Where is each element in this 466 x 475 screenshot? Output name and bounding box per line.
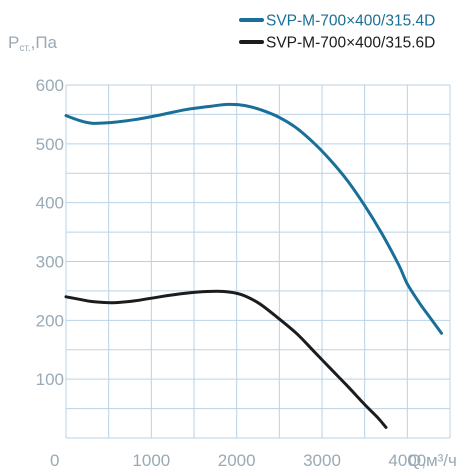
y-tick-label: 300 bbox=[36, 253, 64, 272]
x-tick-label: 3000 bbox=[303, 451, 341, 470]
legend: SVP-M-700×400/315.4D SVP-M-700×400/315.6D bbox=[239, 13, 435, 52]
y-axis-label-sub: ст. bbox=[19, 43, 30, 54]
x-tick-labels: 0 1000 2000 3000 4000 bbox=[50, 451, 426, 470]
legend-label-1: SVP-M-700×400/315.4D bbox=[266, 13, 435, 30]
y-axis-label-unit: ,Па bbox=[31, 33, 58, 52]
x-tick-label: 1000 bbox=[132, 451, 170, 470]
series-layer bbox=[64, 102, 443, 429]
y-tick-label: 600 bbox=[36, 76, 64, 95]
y-axis-label: Pст.,Па bbox=[8, 33, 58, 54]
series-line-1 bbox=[64, 102, 443, 335]
x-tick-label: 4000 bbox=[388, 451, 426, 470]
series-line-2 bbox=[64, 289, 388, 429]
y-tick-labels: 100 200 300 400 500 600 bbox=[36, 76, 64, 389]
legend-label-2: SVP-M-700×400/315.6D bbox=[266, 35, 435, 52]
y-tick-label: 100 bbox=[36, 370, 64, 389]
x-tick-label: 2000 bbox=[218, 451, 256, 470]
x-tick-label: 0 bbox=[50, 451, 59, 470]
y-axis-label-main: P bbox=[8, 33, 19, 52]
y-tick-label: 400 bbox=[36, 194, 64, 213]
grid bbox=[65, 84, 451, 439]
y-tick-label: 500 bbox=[36, 135, 64, 154]
y-tick-label: 200 bbox=[36, 311, 64, 330]
x-axis-label: Q,м³/ч bbox=[408, 451, 457, 470]
